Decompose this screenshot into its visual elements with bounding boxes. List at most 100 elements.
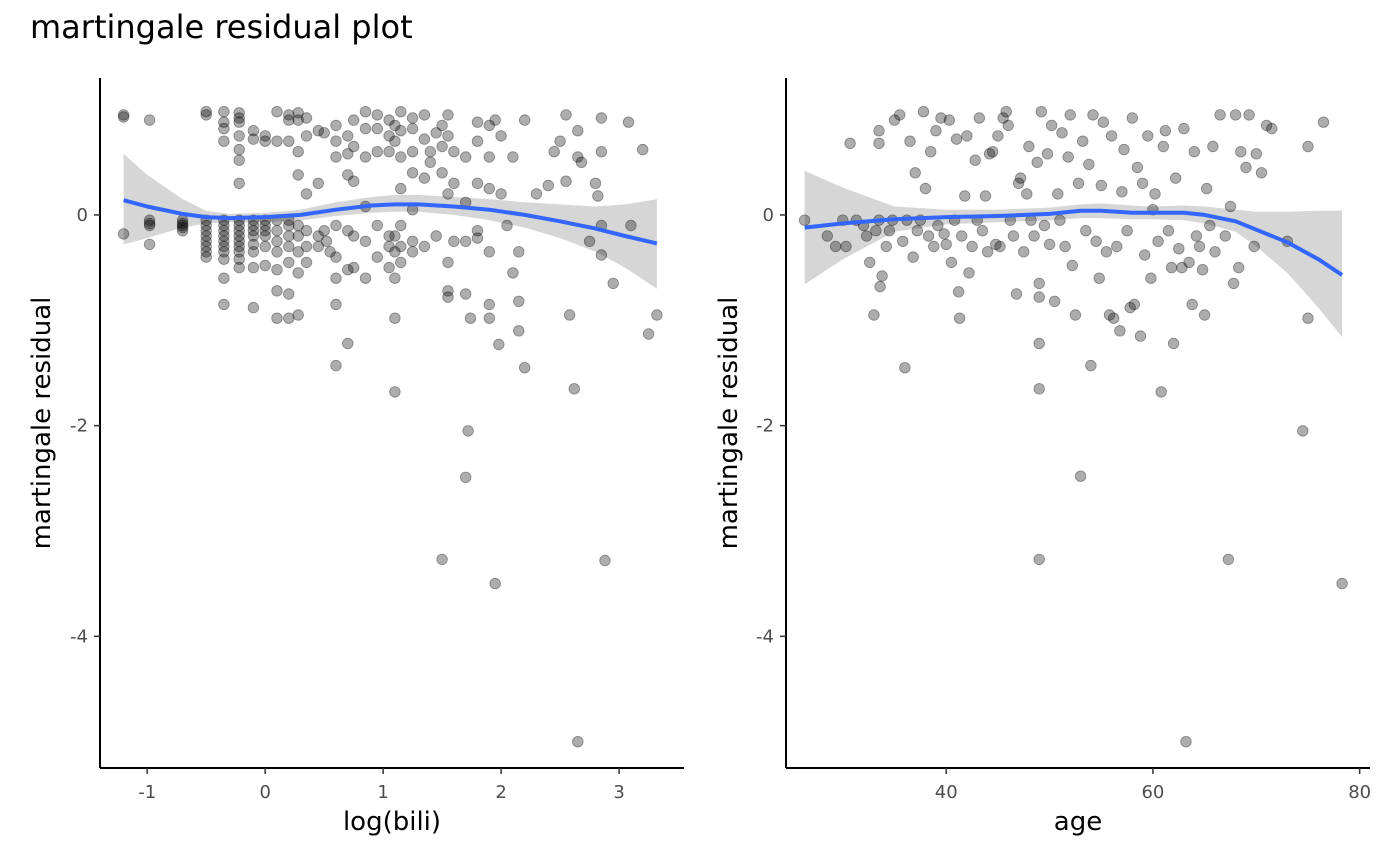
data-point	[406, 145, 419, 158]
data-point	[1023, 140, 1035, 153]
data-point	[471, 224, 484, 237]
data-point	[330, 135, 342, 147]
data-point	[371, 109, 384, 121]
data-point	[448, 177, 460, 190]
data-point	[1297, 425, 1309, 437]
data-point	[233, 240, 245, 253]
data-point	[1002, 119, 1014, 132]
data-point	[821, 230, 834, 242]
data-point	[471, 177, 484, 190]
data-point	[395, 124, 407, 137]
data-point	[1193, 240, 1206, 253]
data-point	[442, 188, 454, 200]
x-tick-label: 1	[377, 782, 388, 803]
data-point	[233, 219, 245, 232]
data-point	[572, 736, 584, 748]
data-point	[247, 133, 260, 145]
data-point	[568, 383, 581, 395]
data-point	[200, 235, 212, 248]
data-point	[1126, 112, 1139, 124]
data-point	[1232, 261, 1245, 274]
data-point	[1031, 156, 1043, 169]
data-point	[259, 240, 271, 253]
data-point	[218, 116, 230, 128]
data-point	[300, 240, 313, 253]
data-point	[997, 112, 1009, 124]
data-point	[572, 151, 584, 163]
data-point	[489, 577, 501, 590]
data-point	[935, 112, 947, 124]
data-point	[519, 362, 531, 374]
data-point	[348, 175, 360, 187]
data-point	[436, 167, 448, 179]
data-point	[330, 219, 342, 232]
data-point	[1121, 224, 1133, 237]
data-point	[1045, 119, 1058, 132]
data-point	[932, 219, 944, 232]
data-point	[1152, 235, 1164, 248]
data-point	[406, 246, 419, 258]
data-point	[342, 169, 354, 181]
data-point	[312, 177, 325, 190]
data-point	[1090, 235, 1102, 248]
data-point	[873, 124, 885, 137]
data-point	[471, 135, 484, 147]
data-point	[990, 238, 1002, 251]
data-point	[424, 145, 437, 158]
data-point	[992, 130, 1004, 142]
data-point	[987, 145, 999, 158]
data-point	[218, 122, 230, 135]
data-point	[1056, 127, 1068, 139]
data-point	[283, 230, 295, 242]
data-point	[247, 301, 260, 314]
data-point	[442, 109, 454, 121]
data-point	[483, 119, 496, 132]
data-point	[1207, 140, 1219, 153]
data-point	[1048, 295, 1061, 308]
data-point	[507, 151, 519, 163]
data-point	[395, 105, 407, 118]
y-tick-label: -4	[756, 626, 774, 647]
data-point	[389, 246, 401, 258]
data-point	[489, 114, 501, 126]
smooth-line	[804, 208, 1344, 277]
data-point	[622, 116, 635, 128]
data-point	[1041, 148, 1054, 160]
data-point	[1250, 148, 1263, 160]
data-point	[1124, 301, 1136, 314]
data-point	[1255, 167, 1268, 179]
data-point	[1059, 240, 1071, 253]
data-point	[560, 175, 572, 187]
data-point	[448, 235, 460, 248]
data-point	[200, 251, 212, 263]
data-point	[200, 109, 212, 121]
data-point	[300, 112, 313, 124]
data-point	[300, 130, 313, 142]
data-point	[1159, 124, 1172, 137]
data-point	[945, 256, 958, 269]
data-point	[959, 190, 971, 202]
data-point	[1083, 158, 1095, 171]
data-point	[1260, 119, 1273, 132]
data-point	[897, 235, 909, 248]
data-point	[1302, 312, 1314, 324]
age-residual-panel: 40 60 80 0 -2 -4 age martingale residual	[714, 78, 1371, 837]
data-point	[271, 235, 283, 248]
data-point	[1105, 130, 1118, 142]
data-point	[424, 156, 437, 169]
data-point	[330, 298, 342, 311]
data-point	[442, 291, 454, 303]
data-point	[1227, 277, 1240, 290]
data-point	[1087, 109, 1099, 121]
data-point	[1200, 182, 1213, 195]
y-tick-label: 0	[763, 205, 774, 226]
data-point	[883, 224, 896, 237]
data-point	[300, 256, 313, 269]
data-point	[501, 219, 513, 232]
data-point	[117, 111, 130, 123]
data-point	[259, 219, 271, 232]
data-point	[868, 309, 880, 321]
data-point	[318, 127, 330, 139]
data-point	[651, 309, 663, 321]
data-point	[1155, 386, 1167, 398]
